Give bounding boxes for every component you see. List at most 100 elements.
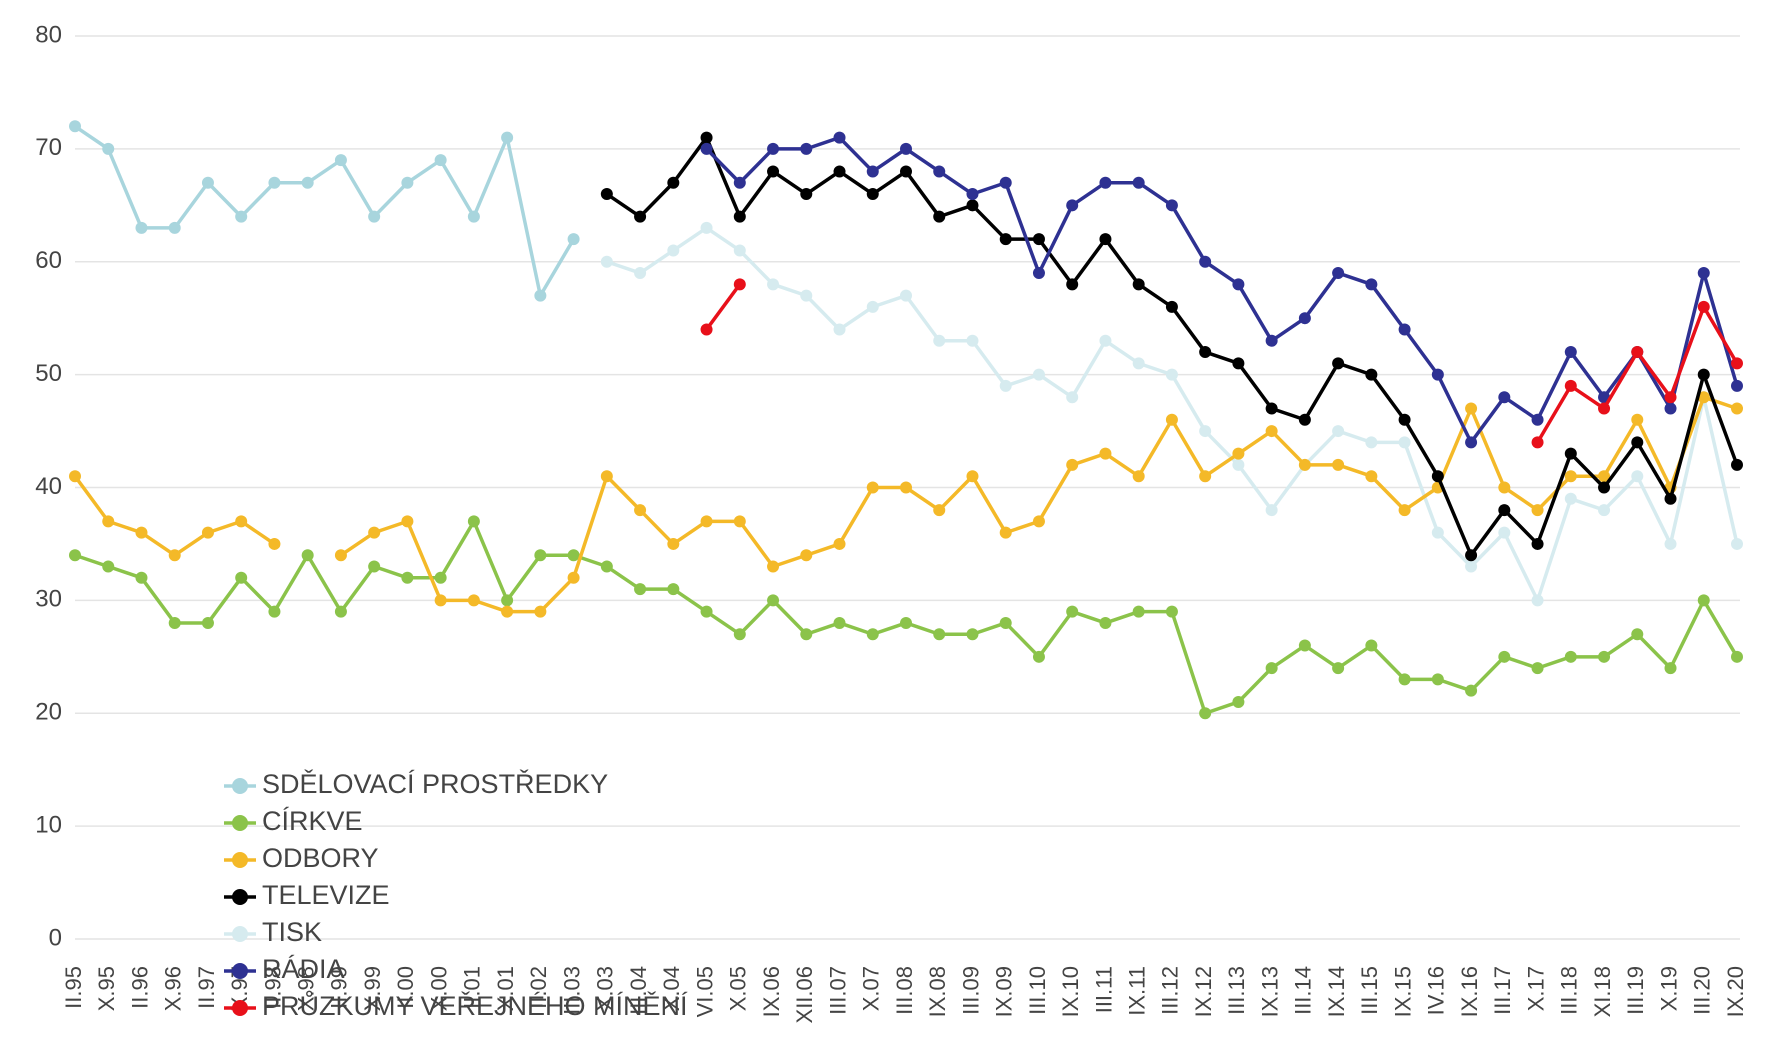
data-point	[800, 549, 813, 562]
data-point	[767, 560, 780, 573]
y-tick-label: 80	[35, 21, 62, 48]
data-point	[833, 616, 846, 629]
data-point	[69, 120, 81, 133]
data-point	[1332, 267, 1345, 280]
y-tick-label: 0	[49, 924, 62, 951]
data-point	[1731, 650, 1743, 663]
data-point	[401, 515, 414, 528]
data-point	[767, 165, 780, 178]
data-point	[1631, 628, 1644, 641]
data-point	[1066, 199, 1079, 212]
data-point	[1365, 278, 1378, 291]
data-point	[1431, 368, 1444, 381]
data-point	[201, 176, 214, 189]
data-point	[700, 323, 713, 336]
data-point	[1531, 537, 1544, 550]
x-tick-label: IX.14	[1324, 966, 1349, 1017]
data-point	[733, 278, 746, 291]
data-point	[1365, 470, 1378, 483]
x-tick-label: III.20	[1690, 966, 1715, 1015]
data-point	[1232, 278, 1245, 291]
x-tick-label: IX.15	[1390, 966, 1415, 1017]
data-point	[1498, 650, 1511, 663]
data-point	[1564, 379, 1577, 392]
data-point	[1365, 639, 1378, 652]
data-point	[1032, 515, 1045, 528]
data-point	[1132, 357, 1145, 370]
data-point	[168, 616, 181, 629]
x-tick-label: III.17	[1490, 966, 1515, 1015]
data-point	[1431, 470, 1444, 483]
data-point	[1365, 436, 1378, 449]
data-point	[1332, 357, 1345, 370]
data-point	[1697, 368, 1710, 381]
data-point	[1498, 481, 1511, 494]
data-point	[933, 334, 946, 347]
data-point	[800, 142, 813, 155]
data-point	[1398, 673, 1411, 686]
x-tick-label: X.95	[94, 966, 119, 1011]
data-point	[334, 549, 347, 562]
legend-label: TISK	[262, 917, 322, 947]
legend-marker	[232, 852, 248, 868]
data-point	[1598, 650, 1611, 663]
data-point	[69, 470, 81, 483]
data-point	[135, 526, 148, 539]
data-point	[168, 221, 181, 234]
data-point	[900, 289, 912, 302]
data-point	[833, 323, 846, 336]
data-point	[1099, 616, 1112, 629]
x-tick-label: X.01	[493, 966, 518, 1011]
data-point	[467, 515, 480, 528]
data-point	[102, 515, 115, 528]
x-tick-label: IX.12	[1191, 966, 1216, 1017]
legend-marker	[232, 889, 248, 905]
data-point	[999, 616, 1012, 629]
x-tick-label: II.97	[194, 966, 219, 1009]
x-tick-label: II.02	[526, 966, 551, 1009]
x-tick-label: III.19	[1623, 966, 1648, 1015]
data-point	[600, 188, 613, 201]
data-point	[1232, 695, 1245, 708]
x-tick-label: VI.05	[692, 966, 717, 1017]
data-point	[833, 537, 846, 550]
x-tick-label: III.08	[892, 966, 917, 1015]
data-point	[1398, 436, 1411, 449]
x-tick-label: IX.10	[1058, 966, 1083, 1017]
x-tick-label: XI.18	[1590, 966, 1615, 1017]
data-point	[700, 221, 713, 234]
data-point	[1132, 470, 1145, 483]
x-tick-label: X.07	[859, 966, 884, 1011]
data-point	[1199, 470, 1212, 483]
data-point	[833, 131, 846, 144]
x-tick-label: IX.06	[759, 966, 784, 1017]
data-point	[434, 154, 447, 167]
data-point	[667, 176, 680, 189]
data-point	[1598, 481, 1611, 494]
data-point	[733, 628, 746, 641]
data-point	[1066, 278, 1079, 291]
data-point	[966, 188, 979, 201]
y-tick-label: 30	[35, 586, 62, 613]
x-tick-label: XII.06	[792, 966, 817, 1023]
data-point	[866, 481, 879, 494]
data-point	[1066, 605, 1079, 618]
data-point	[1564, 492, 1577, 505]
data-point	[1664, 492, 1677, 505]
data-point	[1165, 413, 1178, 426]
data-point	[1332, 458, 1345, 471]
data-point	[1697, 594, 1710, 607]
data-point	[268, 537, 281, 550]
data-point	[567, 549, 580, 562]
data-point	[1232, 447, 1245, 460]
x-tick-label: II.96	[127, 966, 152, 1009]
data-point	[501, 605, 514, 618]
data-point	[733, 176, 746, 189]
legend-marker	[232, 815, 248, 831]
legend-label: PRŮZKUMY VEŘEJNÉHO MÍNĚNÍ	[262, 989, 688, 1021]
data-point	[301, 176, 314, 189]
legend-label: RÁDIA	[262, 954, 345, 984]
data-point	[1564, 447, 1577, 460]
data-point	[866, 300, 879, 313]
data-point	[900, 165, 912, 178]
